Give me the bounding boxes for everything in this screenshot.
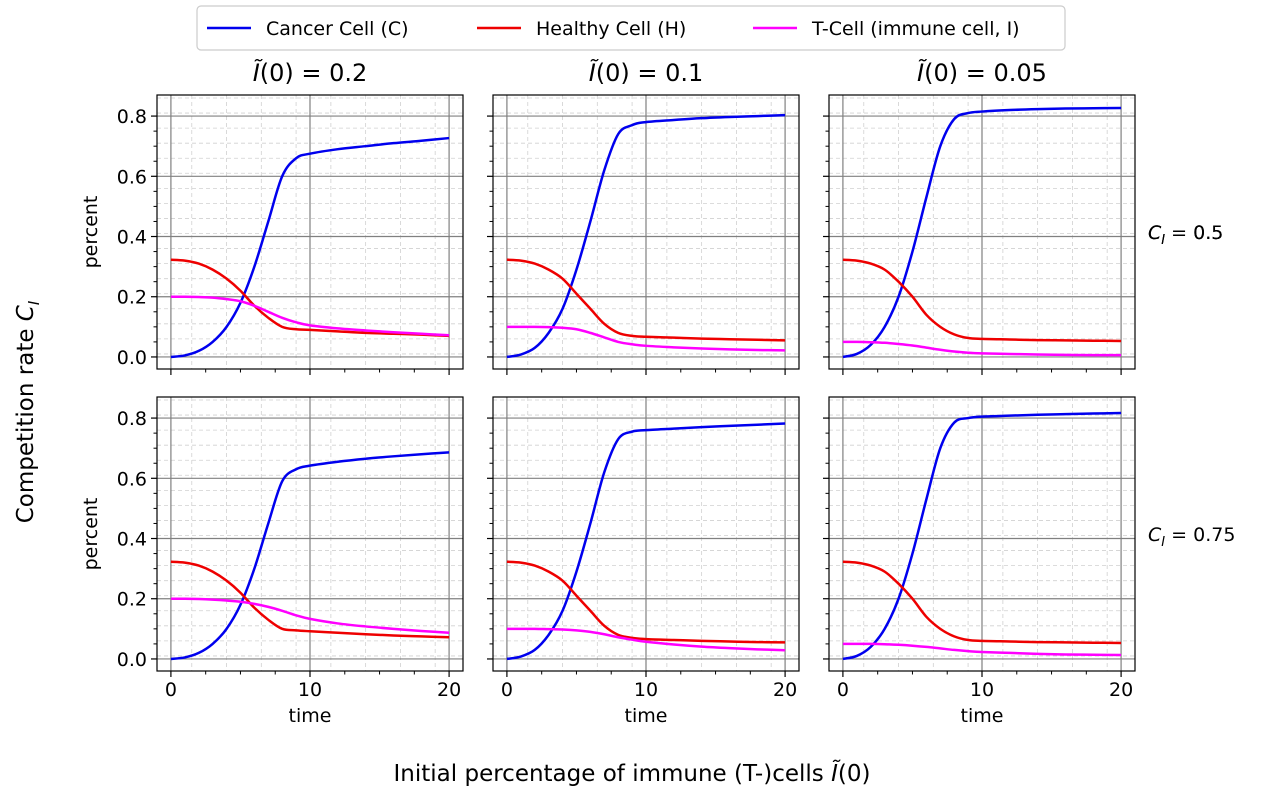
subplot-r0-c1: Ĩ(0) = 0.1 xyxy=(487,57,800,375)
figure-xlabel: Initial percentage of immune (T-)cells Ĩ… xyxy=(394,759,871,787)
subplot-title-value: 0.1 xyxy=(665,59,703,87)
subplot-r1-c2: 0 10 20 time CI = 0.75 xyxy=(823,396,1235,727)
row-label-value: 0.75 xyxy=(1193,524,1235,546)
series-line-healthy xyxy=(506,258,786,342)
subplot-r0-c2: Ĩ(0) = 0.05 CI = 0.5 xyxy=(823,57,1223,375)
series-line-cancer xyxy=(842,106,1122,359)
subplot-title-value: 0.05 xyxy=(994,59,1047,87)
x-axis-label: time xyxy=(961,705,1004,727)
series-line-healthy xyxy=(506,560,786,644)
series-line-tcell xyxy=(842,340,1122,357)
series-line-tcell xyxy=(170,597,450,635)
minor-grid xyxy=(828,397,1135,672)
series-line-healthy xyxy=(170,560,450,639)
series-line-tcell xyxy=(170,295,450,337)
major-grid xyxy=(493,397,799,671)
x-tick-label: 0 xyxy=(165,679,177,701)
subplot-title: Ĩ(0) = 0.1 xyxy=(589,57,704,87)
series-group xyxy=(170,136,450,359)
x-tick-label: 10 xyxy=(298,679,322,701)
series-line-cancer xyxy=(170,451,450,661)
subplot-r1-c0: 0 10 20 0.0 0.2 0.4 0.6 0.8 time percent xyxy=(80,396,464,727)
row-label-value: 0.5 xyxy=(1193,222,1223,244)
legend-frame xyxy=(196,5,1066,51)
y-tick-label: 0.0 xyxy=(117,347,147,369)
major-grid xyxy=(829,95,1135,369)
row-label-value: 0.5 xyxy=(1193,222,1223,244)
row-label: CI = 0.75 xyxy=(1148,524,1235,550)
series-group xyxy=(506,113,786,359)
y-tick-label: 0.8 xyxy=(117,408,147,430)
series-line-tcell xyxy=(506,325,786,352)
x-tick-label: 20 xyxy=(437,679,461,701)
series-group xyxy=(842,106,1122,359)
series-line-cancer xyxy=(170,136,450,359)
series-line-tcell xyxy=(842,642,1122,657)
legend-label-tcell: T-Cell (immune cell, I) xyxy=(811,18,1020,40)
y-axis-label: percent xyxy=(80,196,102,269)
series-line-cancer xyxy=(842,411,1122,661)
major-grid xyxy=(157,95,463,369)
y-tick-label: 0.4 xyxy=(117,529,147,551)
x-tick-label: 10 xyxy=(634,679,658,701)
subplot-title: Ĩ(0) = 0.05 xyxy=(917,57,1047,87)
series-group xyxy=(842,411,1122,661)
x-tick-label: 10 xyxy=(970,679,994,701)
series-line-cancer xyxy=(506,422,786,661)
subplot-r1-c1: 0 10 20 time xyxy=(487,396,800,727)
x-tick-label: 20 xyxy=(1109,679,1133,701)
major-grid xyxy=(829,397,1135,671)
series-line-tcell xyxy=(506,627,786,652)
subplot-title: Ĩ(0) = 0.2 xyxy=(253,57,368,87)
subplot-title-value: 0.2 xyxy=(329,59,367,87)
x-tick-label: 0 xyxy=(501,679,513,701)
series-group xyxy=(170,451,450,661)
legend: Cancer Cell (C) Healthy Cell (H) T-Cell … xyxy=(196,5,1066,51)
x-axis-label: time xyxy=(289,705,332,727)
series-line-healthy xyxy=(842,258,1122,343)
y-tick-label: 0.6 xyxy=(117,468,147,490)
x-axis-label: time xyxy=(625,705,668,727)
legend-label-healthy: Healthy Cell (H) xyxy=(536,18,686,40)
x-tick-label: 0 xyxy=(837,679,849,701)
row-label: CI = 0.5 xyxy=(1148,222,1223,248)
series-line-healthy xyxy=(170,258,450,338)
y-tick-label: 0.4 xyxy=(117,227,147,249)
y-tick-label: 0.8 xyxy=(117,106,147,128)
legend-label-cancer: Cancer Cell (C) xyxy=(266,18,409,40)
y-tick-label: 0.2 xyxy=(117,287,147,309)
y-tick-label: 0.6 xyxy=(117,166,147,188)
minor-grid xyxy=(156,397,463,672)
y-axis-label: percent xyxy=(80,498,102,571)
row-label: CI = 0.5 xyxy=(1148,222,1223,248)
subplot-r0-c0: 0.0 0.2 0.4 0.6 0.8 percent Ĩ(0) = 0.2 CI = 0.5 xyxy=(80,57,1223,375)
figure-ylabel: Competition rate CI xyxy=(13,300,43,523)
panels: 0.0 0.2 0.4 0.6 0.8 percent Ĩ(0) = 0.2 CI = 0.5… xyxy=(80,57,1235,727)
series-line-healthy xyxy=(842,560,1122,645)
y-tick-label: 0.2 xyxy=(117,589,147,611)
series-line-cancer xyxy=(506,113,786,359)
x-tick-label: 20 xyxy=(773,679,797,701)
y-tick-label: 0.0 xyxy=(117,649,147,671)
series-group xyxy=(506,422,786,661)
